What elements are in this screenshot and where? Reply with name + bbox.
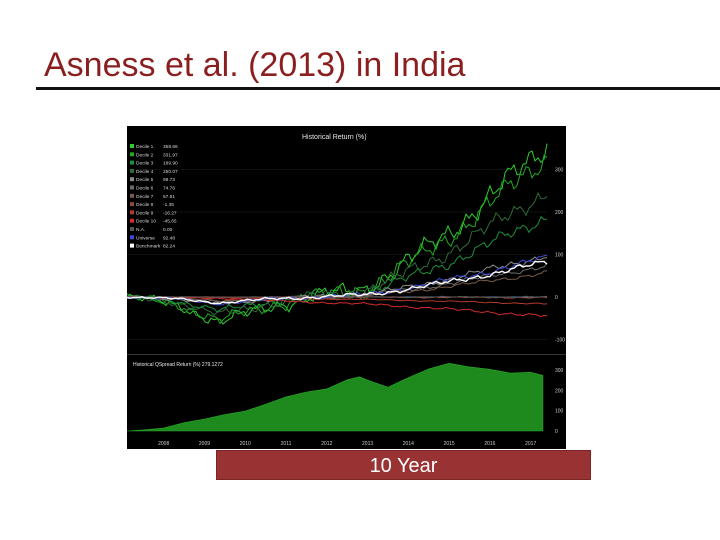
y-tick-label: -100 [555, 338, 565, 344]
main-legend: Decile 1 358.66 Decile 2 331.97 Decile 3 189.… [130, 144, 178, 250]
legend-value: 98.73 [163, 177, 175, 183]
legend-value: 82.24 [163, 244, 175, 250]
chart-svg: Historical Return (%) Decile 1 358.66Deci… [127, 126, 566, 449]
panel-divider [127, 354, 566, 355]
title-underline [36, 87, 720, 90]
legend-label: Decile 7 [136, 194, 154, 200]
legend-swatch [130, 218, 134, 223]
series-line [127, 215, 548, 313]
legend-label: Universe [136, 235, 155, 241]
legend-value: -1.35 [163, 202, 174, 208]
legend-value: -16.27 [163, 210, 177, 216]
legend-label: N.A. [136, 227, 145, 233]
x-tick-label: 2015 [444, 441, 455, 447]
legend-swatch [130, 185, 134, 190]
x-tick-label: 2009 [199, 441, 210, 447]
legend-value: 57.91 [163, 194, 175, 200]
legend-swatch [130, 177, 134, 182]
legend-label: Decile 2 [136, 152, 154, 158]
main-y-ticks: 300 200 100 0 -100 [555, 168, 565, 344]
legend-swatch [130, 193, 134, 198]
legend-swatch [130, 227, 134, 231]
legend-value: 331.97 [163, 152, 178, 158]
series-line [127, 260, 548, 305]
legend-label: Decile 3 [136, 161, 154, 167]
x-tick-label: 2008 [158, 441, 169, 447]
legend-swatch [130, 235, 134, 240]
x-axis-ticks: 2008 2009 2010 2011 2012 2013 2014 2015 2016 2017 [158, 441, 536, 447]
legend-label: Decile 5 [136, 177, 154, 183]
legend-swatch [130, 210, 134, 215]
legend-label: Decile 1 [136, 144, 154, 150]
series-line [127, 296, 548, 318]
legend-swatch [130, 160, 134, 165]
legend-label: Benchmark [136, 244, 161, 250]
legend-swatch [130, 144, 134, 148]
legend-value: 74.76 [163, 186, 175, 192]
chart-image: Historical Return (%) Decile 1 358.66 Deci… [127, 126, 566, 449]
legend-value: 358.66 [163, 144, 178, 150]
main-series-lines [127, 143, 548, 325]
x-tick-label: 2016 [484, 441, 495, 447]
y-tick-label: 200 [555, 210, 564, 216]
spread-y-tick-label: 200 [555, 388, 564, 394]
legend-value: 0.00 [163, 227, 173, 233]
x-tick-label: 2017 [525, 441, 536, 447]
legend-label: Decile 8 [136, 202, 154, 208]
x-tick-label: 2011 [281, 441, 292, 447]
legend-swatch [130, 202, 134, 207]
spread-area-fill [127, 362, 544, 432]
slide-title: Asness et al. (2013) in India [44, 46, 466, 84]
legend-label: Decile 9 [136, 210, 154, 216]
y-tick-label: 300 [555, 168, 564, 174]
y-tick-label: 100 [555, 253, 564, 259]
caption-bar: 10 Year [216, 450, 591, 480]
legend-label: Decile 4 [136, 169, 154, 175]
spread-y-tick-label: 100 [555, 409, 564, 415]
spread-y-ticks: 300 200 100 0 [555, 368, 564, 435]
spread-legend: Historical QSpread Return (%) 279.1272 [133, 362, 223, 368]
legend-label: Decile 10 [136, 219, 156, 225]
legend-swatch [130, 168, 134, 173]
legend-value: 92.48 [163, 235, 175, 241]
x-tick-label: 2014 [403, 441, 414, 447]
x-tick-label: 2010 [240, 441, 251, 447]
y-tick-label: 0 [555, 295, 558, 301]
legend-swatch [130, 152, 134, 157]
legend-label: Decile 6 [136, 186, 154, 192]
spread-y-tick-label: 0 [555, 429, 558, 435]
series-line [127, 154, 548, 325]
legend-swatch [130, 243, 134, 248]
x-tick-label: 2013 [362, 441, 373, 447]
chart-title: Historical Return (%) [302, 134, 367, 141]
spread-y-tick-label: 300 [555, 368, 564, 374]
legend-value: 250.07 [163, 169, 178, 175]
x-tick-label: 2012 [321, 441, 332, 447]
legend-value: -45.65 [163, 219, 177, 225]
spread-area [127, 362, 544, 432]
legend-value: 189.90 [163, 161, 178, 167]
